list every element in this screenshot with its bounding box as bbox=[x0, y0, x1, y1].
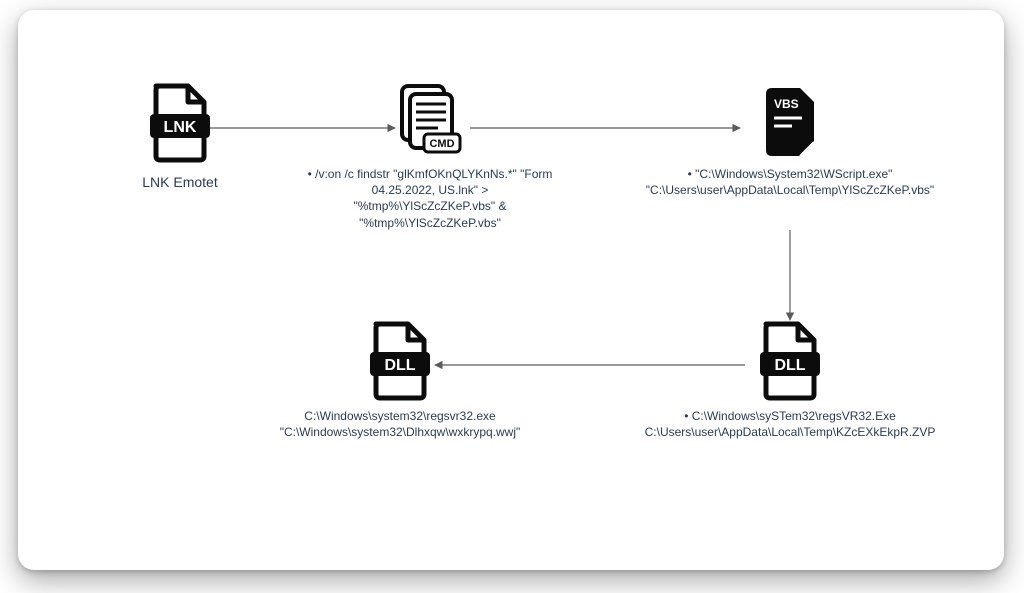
node-lnk: LNK LNK Emotet bbox=[90, 82, 270, 190]
dll2-caption: C:\Windows\system32\regsvr32.exe "C:\Win… bbox=[250, 408, 550, 440]
diagram-card: LNK LNK Emotet CMD • /v:on /c findstr "g… bbox=[18, 10, 1004, 570]
lnk-badge-text: LNK bbox=[164, 119, 197, 136]
dll-file-icon: DLL bbox=[250, 320, 550, 402]
vbs-caption: • "C:\Windows\System32\WScript.exe" "C:\… bbox=[640, 166, 940, 198]
node-dll-right: DLL • C:\Windows\sySTem32\regsVR32.Exe C… bbox=[620, 320, 960, 440]
vbs-badge-text: VBS bbox=[774, 97, 799, 111]
dll-badge-text: DLL bbox=[774, 357, 805, 374]
dll-badge-text: DLL bbox=[384, 357, 415, 374]
cmd-badge-text: CMD bbox=[429, 138, 454, 150]
node-vbs: VBS • "C:\Windows\System32\WScript.exe" … bbox=[640, 82, 940, 198]
lnk-file-icon: LNK bbox=[90, 82, 270, 164]
dll-file-icon: DLL bbox=[620, 320, 960, 402]
cmd-caption: • /v:on /c findstr "glKmfOKnQLYKnNs.*" "… bbox=[300, 166, 560, 231]
dll1-caption: • C:\Windows\sySTem32\regsVR32.Exe C:\Us… bbox=[620, 408, 960, 440]
lnk-title: LNK Emotet bbox=[90, 174, 270, 190]
cmd-script-icon: CMD bbox=[300, 82, 560, 160]
node-cmd: CMD • /v:on /c findstr "glKmfOKnQLYKnNs.… bbox=[300, 82, 560, 231]
node-dll-left: DLL C:\Windows\system32\regsvr32.exe "C:… bbox=[250, 320, 550, 440]
vbs-file-icon: VBS bbox=[640, 82, 940, 160]
